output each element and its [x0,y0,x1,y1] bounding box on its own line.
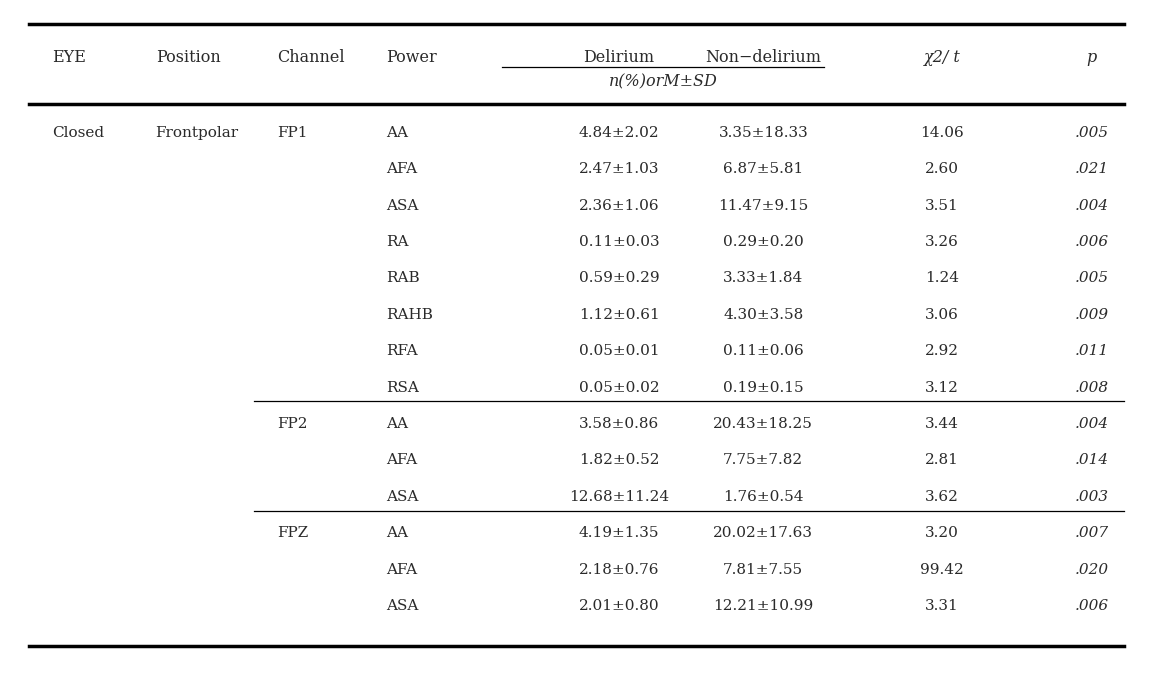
Text: AA: AA [386,126,408,140]
Text: 0.05±0.02: 0.05±0.02 [579,381,660,394]
Text: .020: .020 [1075,563,1109,576]
Text: 3.33±1.84: 3.33±1.84 [723,272,804,285]
Text: 0.59±0.29: 0.59±0.29 [579,272,660,285]
Text: RAHB: RAHB [386,308,434,321]
Text: .006: .006 [1075,599,1109,613]
Text: 3.58±0.86: 3.58±0.86 [579,417,660,431]
Text: ASA: ASA [386,599,419,613]
Text: EYE: EYE [52,49,85,66]
Text: .003: .003 [1075,490,1109,503]
Text: 1.24: 1.24 [925,272,959,285]
Text: ASA: ASA [386,490,419,503]
Text: AA: AA [386,526,408,540]
Text: FP1: FP1 [277,126,307,140]
Text: 2.18±0.76: 2.18±0.76 [579,563,660,576]
Text: 0.05±0.01: 0.05±0.01 [579,344,660,358]
Text: 0.11±0.03: 0.11±0.03 [579,235,660,249]
Text: RAB: RAB [386,272,420,285]
Text: Channel: Channel [277,49,345,66]
Text: 3.62: 3.62 [925,490,959,503]
Text: 11.47±9.15: 11.47±9.15 [718,199,808,212]
Text: 3.35±18.33: 3.35±18.33 [718,126,808,140]
Text: 0.29±0.20: 0.29±0.20 [723,235,804,249]
Text: .007: .007 [1075,526,1109,540]
Text: 4.84±2.02: 4.84±2.02 [579,126,660,140]
Text: 3.26: 3.26 [925,235,959,249]
Text: 12.68±11.24: 12.68±11.24 [570,490,669,503]
Text: 2.92: 2.92 [925,344,959,358]
Text: ASA: ASA [386,199,419,212]
Text: 3.51: 3.51 [925,199,959,212]
Text: RA: RA [386,235,409,249]
Text: .005: .005 [1075,126,1109,140]
Text: 3.12: 3.12 [925,381,959,394]
Text: 0.19±0.15: 0.19±0.15 [723,381,804,394]
Text: 0.11±0.06: 0.11±0.06 [723,344,804,358]
Text: χ2/ t: χ2/ t [924,49,960,66]
Text: .004: .004 [1075,199,1109,212]
Text: Position: Position [156,49,220,66]
Text: .014: .014 [1075,454,1109,467]
Text: .009: .009 [1075,308,1109,321]
Text: RSA: RSA [386,381,420,394]
Text: n(%)orM±SD: n(%)orM±SD [609,73,717,91]
Text: 4.30±3.58: 4.30±3.58 [723,308,804,321]
Text: 2.47±1.03: 2.47±1.03 [579,162,660,176]
Text: 1.76±0.54: 1.76±0.54 [723,490,804,503]
Text: 2.36±1.06: 2.36±1.06 [579,199,660,212]
Text: 7.75±7.82: 7.75±7.82 [723,454,804,467]
Text: .004: .004 [1075,417,1109,431]
Text: 20.02±17.63: 20.02±17.63 [714,526,813,540]
Text: 99.42: 99.42 [920,563,964,576]
Text: AFA: AFA [386,162,417,176]
Text: AA: AA [386,417,408,431]
Text: Closed: Closed [52,126,104,140]
Text: Non−delirium: Non−delirium [706,49,821,66]
Text: FP2: FP2 [277,417,307,431]
Text: 12.21±10.99: 12.21±10.99 [714,599,813,613]
Text: .021: .021 [1075,162,1109,176]
Text: 3.20: 3.20 [925,526,959,540]
Text: 3.31: 3.31 [925,599,959,613]
Text: 1.82±0.52: 1.82±0.52 [579,454,660,467]
Text: 7.81±7.55: 7.81±7.55 [723,563,804,576]
Text: .006: .006 [1075,235,1109,249]
Text: 2.81: 2.81 [925,454,959,467]
Text: p: p [1087,49,1097,66]
Text: Delirium: Delirium [583,49,655,66]
Text: AFA: AFA [386,563,417,576]
Text: 4.19±1.35: 4.19±1.35 [579,526,660,540]
Text: AFA: AFA [386,454,417,467]
Text: 20.43±18.25: 20.43±18.25 [714,417,813,431]
Text: .011: .011 [1075,344,1109,358]
Text: Frontpolar: Frontpolar [156,126,239,140]
Text: Power: Power [386,49,437,66]
Text: 2.01±0.80: 2.01±0.80 [579,599,660,613]
Text: .005: .005 [1075,272,1109,285]
Text: 3.06: 3.06 [925,308,959,321]
Text: 14.06: 14.06 [920,126,964,140]
Text: 6.87±5.81: 6.87±5.81 [723,162,804,176]
Text: 2.60: 2.60 [925,162,959,176]
Text: 3.44: 3.44 [925,417,959,431]
Text: .008: .008 [1075,381,1109,394]
Text: FPZ: FPZ [277,526,308,540]
Text: RFA: RFA [386,344,417,358]
Text: 1.12±0.61: 1.12±0.61 [579,308,660,321]
